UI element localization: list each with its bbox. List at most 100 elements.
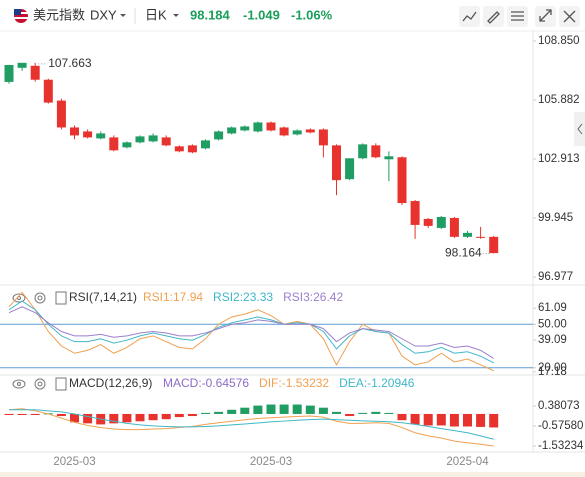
collapse-button[interactable] <box>574 112 585 146</box>
indicator-line <box>8 306 494 359</box>
y-tick-label: 108.850 <box>538 35 580 47</box>
candle-body <box>187 145 197 153</box>
x-tick-label: 2025-04 <box>446 456 489 468</box>
legend-entry: RSI1:17.94 <box>143 290 203 304</box>
histogram-bar <box>122 413 132 423</box>
histogram-bar <box>227 409 237 414</box>
y-tick-label: 17.18 <box>538 366 567 378</box>
candle-body <box>332 145 341 181</box>
dropdown-icon[interactable] <box>120 14 126 17</box>
histogram-bar <box>174 413 184 418</box>
histogram-bar <box>17 413 27 415</box>
legend-entry: MACD:-0.64576 <box>163 376 249 390</box>
histogram-bar <box>214 411 224 414</box>
min-annotation: 98.164 <box>445 246 482 260</box>
candle-body <box>305 129 315 133</box>
candle-body <box>17 62 27 68</box>
candle-body <box>423 218 433 226</box>
panel-title: RSI(7,14,21) <box>69 290 137 304</box>
candle-body <box>109 137 119 151</box>
candle-body <box>318 129 328 146</box>
price: 98.184 <box>190 7 231 22</box>
candle-body <box>161 137 171 146</box>
footer-strip <box>0 472 585 477</box>
candle-body <box>227 127 237 134</box>
y-tick-label: 105.882 <box>538 94 580 106</box>
change: -1.049 <box>243 7 280 22</box>
toolbar[interactable] <box>459 6 580 27</box>
y-tick-label: 99.945 <box>538 212 573 224</box>
histogram-bar <box>187 413 197 417</box>
histogram-bar <box>397 413 407 421</box>
histogram-bar <box>305 405 315 414</box>
histogram-bar <box>30 413 40 415</box>
histogram-bar <box>476 413 486 427</box>
collapse-icon <box>577 123 583 135</box>
histogram-bar <box>266 404 276 414</box>
max-annotation: 107.663 <box>48 56 92 70</box>
candle-body <box>345 158 355 180</box>
legend-entry: RSI2:23.33 <box>213 290 273 304</box>
candle-body <box>489 236 499 254</box>
histogram-bar <box>83 413 93 424</box>
legend-entry: DEA:-1.20946 <box>339 376 415 390</box>
legend-entry: DIF:-1.53232 <box>259 376 329 390</box>
histogram-bar <box>148 413 158 421</box>
histogram-bar <box>279 404 289 414</box>
candle-body <box>122 142 132 148</box>
candle-body <box>148 135 158 142</box>
histogram-bar <box>410 413 420 425</box>
y-tick-label: 50.00 <box>538 318 567 330</box>
candle-body <box>266 122 276 131</box>
y-tick-label: 20.00 <box>538 362 567 374</box>
histogram-bar <box>109 413 119 424</box>
histogram-bar <box>292 404 302 414</box>
candle-body <box>135 136 145 143</box>
period[interactable]: 日K <box>145 7 167 22</box>
y-tick-label: 96.977 <box>538 271 573 283</box>
y-tick-label: -0.57580 <box>538 420 583 432</box>
candle-body <box>449 217 459 237</box>
rsi-icons[interactable] <box>12 292 46 390</box>
histogram-bar <box>423 413 433 426</box>
histogram-bar <box>135 413 145 422</box>
histogram-bar <box>318 407 328 414</box>
indicator-line <box>8 291 494 372</box>
y-tick-label: -1.53234 <box>538 440 584 452</box>
candle-body <box>397 157 407 204</box>
y-tick-label: 61.09 <box>538 302 567 314</box>
candle-body <box>201 140 210 149</box>
y-tick-label: 102.913 <box>538 153 580 165</box>
flag <box>14 9 28 23</box>
legend-entry: RSI3:26.42 <box>283 290 343 304</box>
y-tick-label: 0.38073 <box>538 400 580 412</box>
histogram-bar <box>358 412 368 414</box>
panel-box[interactable] <box>55 291 67 305</box>
index-name: 美元指数 <box>33 7 85 22</box>
candle-body <box>476 236 486 238</box>
histogram-bar <box>489 413 499 428</box>
histogram-bar <box>371 411 381 414</box>
histogram-bar <box>4 413 14 415</box>
symbol: DXY <box>90 7 117 22</box>
histogram-bar <box>240 407 250 414</box>
panel-box[interactable] <box>55 377 67 391</box>
candle-body <box>56 100 66 128</box>
candle-body <box>358 144 368 159</box>
candle-body <box>410 201 420 225</box>
candle-body <box>30 65 40 80</box>
panel-title: MACD(12,26,9) <box>69 376 152 390</box>
indicator-line <box>9 409 494 440</box>
candle-body <box>279 127 289 136</box>
candle-body <box>371 145 381 158</box>
candle-body <box>436 216 446 228</box>
x-tick-label: 2025-03 <box>250 456 292 468</box>
dropdown-icon[interactable] <box>173 14 179 17</box>
candle-body <box>384 156 394 160</box>
histogram-bar <box>70 413 79 423</box>
indicator-line <box>8 408 494 447</box>
histogram-bar <box>384 412 394 414</box>
indicator-line <box>8 300 494 364</box>
